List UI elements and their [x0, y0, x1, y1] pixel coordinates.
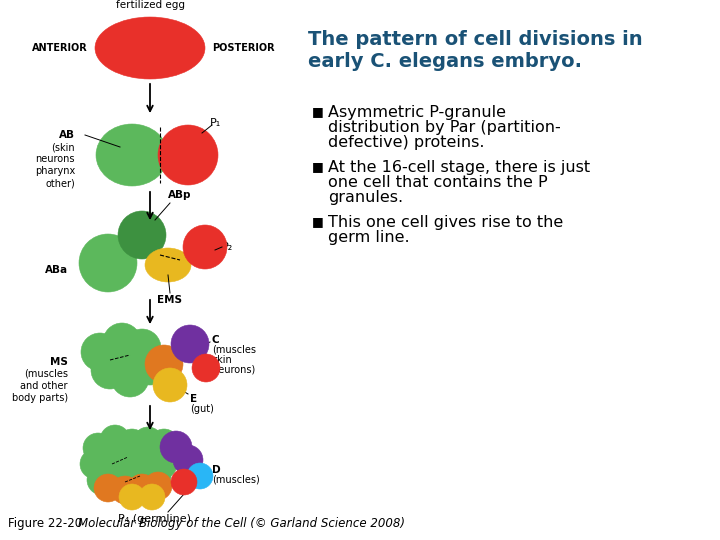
Text: fertilized egg: fertilized egg: [115, 0, 184, 10]
Text: E: E: [190, 394, 197, 404]
Text: Figure 22-20: Figure 22-20: [8, 517, 89, 530]
Text: D: D: [212, 465, 220, 475]
Circle shape: [139, 484, 165, 510]
Circle shape: [80, 449, 110, 479]
Text: (skin: (skin: [51, 142, 75, 152]
Text: germ line.: germ line.: [328, 230, 410, 245]
Circle shape: [183, 225, 227, 269]
Circle shape: [107, 465, 137, 495]
Circle shape: [141, 461, 171, 491]
Circle shape: [119, 484, 145, 510]
Ellipse shape: [145, 248, 191, 282]
Text: ■: ■: [312, 160, 324, 173]
Circle shape: [91, 351, 129, 389]
Circle shape: [158, 125, 218, 185]
Circle shape: [160, 431, 192, 463]
Text: ABa: ABa: [45, 265, 68, 275]
Text: ABp: ABp: [168, 190, 192, 200]
Text: one cell that contains the P: one cell that contains the P: [328, 175, 548, 190]
Text: Asymmetric P-granule: Asymmetric P-granule: [328, 105, 506, 120]
Text: P₂: P₂: [222, 242, 233, 252]
Text: ■: ■: [312, 215, 324, 228]
Text: C: C: [212, 335, 220, 345]
Text: (muscles): (muscles): [212, 475, 260, 485]
Circle shape: [83, 433, 113, 463]
Text: (muscles: (muscles: [212, 345, 256, 355]
Text: The pattern of cell divisions in: The pattern of cell divisions in: [308, 30, 643, 49]
Text: ■: ■: [312, 105, 324, 118]
Text: neurons: neurons: [35, 154, 75, 164]
Circle shape: [128, 474, 156, 502]
Circle shape: [144, 472, 172, 500]
Text: (gut): (gut): [190, 404, 214, 414]
Circle shape: [187, 463, 213, 489]
Circle shape: [147, 449, 177, 479]
Circle shape: [171, 469, 197, 495]
Circle shape: [125, 463, 155, 493]
Text: This one cell gives rise to the: This one cell gives rise to the: [328, 215, 563, 230]
Circle shape: [173, 445, 203, 475]
Text: skin: skin: [212, 355, 232, 365]
Circle shape: [131, 347, 169, 385]
Circle shape: [115, 453, 145, 483]
Text: Molecular Biology of the Cell (© Garland Science 2008): Molecular Biology of the Cell (© Garland…: [78, 517, 405, 530]
Circle shape: [132, 451, 162, 481]
Text: defective) proteins.: defective) proteins.: [328, 135, 485, 150]
Circle shape: [133, 427, 163, 457]
Circle shape: [81, 333, 119, 371]
Circle shape: [97, 449, 127, 479]
Text: MS: MS: [50, 357, 68, 367]
Text: granules.: granules.: [328, 190, 403, 205]
Circle shape: [111, 359, 149, 397]
Circle shape: [192, 354, 220, 382]
Circle shape: [87, 465, 117, 495]
Circle shape: [153, 368, 187, 402]
Circle shape: [123, 329, 161, 367]
Circle shape: [111, 476, 139, 504]
Circle shape: [118, 211, 166, 259]
Text: EMS: EMS: [158, 295, 182, 305]
Text: other): other): [45, 178, 75, 188]
Text: neurons): neurons): [212, 365, 256, 375]
Ellipse shape: [96, 124, 168, 186]
Text: P₁: P₁: [210, 118, 221, 128]
Text: P₄ (germline): P₄ (germline): [119, 514, 192, 524]
Circle shape: [94, 474, 122, 502]
Text: (muscles: (muscles: [24, 369, 68, 379]
Circle shape: [79, 234, 137, 292]
Text: body parts): body parts): [12, 393, 68, 403]
Text: At the 16-cell stage, there is just: At the 16-cell stage, there is just: [328, 160, 590, 175]
Text: early C. elegans embryo.: early C. elegans embryo.: [308, 52, 582, 71]
Circle shape: [145, 345, 183, 383]
Text: POSTERIOR: POSTERIOR: [212, 43, 274, 53]
Circle shape: [149, 429, 179, 459]
Text: ANTERIOR: ANTERIOR: [32, 43, 88, 53]
Text: pharynx: pharynx: [35, 166, 75, 176]
Text: and other: and other: [20, 381, 68, 391]
Circle shape: [117, 429, 147, 459]
Text: distribution by Par (partition-: distribution by Par (partition-: [328, 120, 561, 135]
Circle shape: [103, 323, 141, 361]
Ellipse shape: [95, 17, 205, 79]
Text: AB: AB: [59, 130, 75, 140]
Circle shape: [171, 325, 209, 363]
Circle shape: [100, 425, 130, 455]
